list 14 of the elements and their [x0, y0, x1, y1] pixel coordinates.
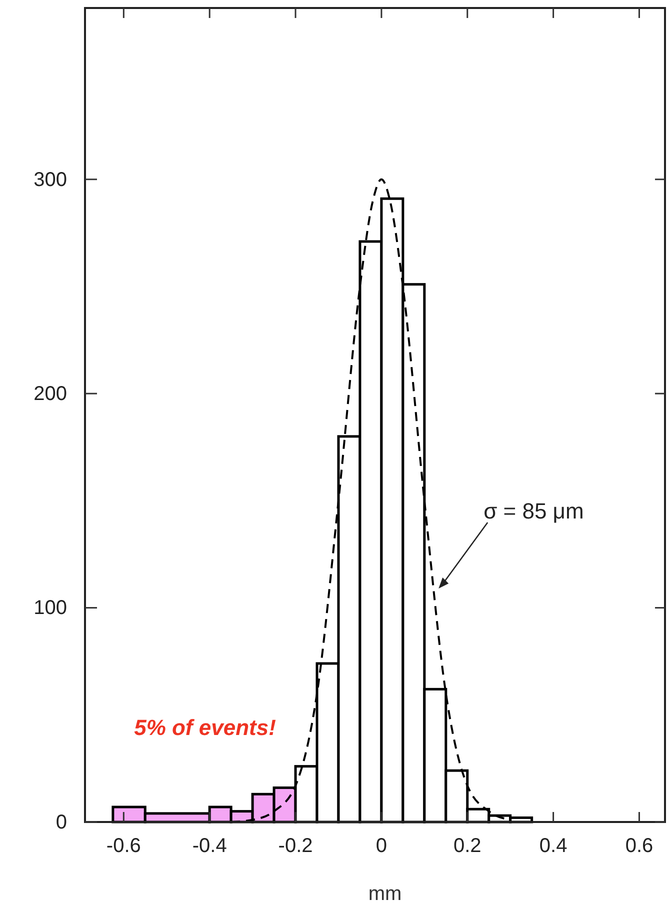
- x-axis-title: mm: [368, 883, 402, 905]
- annotation: σ = 85 μm: [484, 498, 584, 524]
- y-tick-label: 200: [34, 382, 67, 405]
- y-tick-label: 0: [56, 811, 67, 834]
- x-tick-label: -0.6: [106, 835, 141, 858]
- x-tick-label: 0.6: [625, 835, 654, 858]
- annotation: 5% of events!: [134, 715, 276, 740]
- x-tick-label: -0.2: [278, 835, 313, 858]
- x-tick-label: 0.4: [539, 835, 568, 858]
- y-tick-label: 100: [34, 597, 67, 620]
- x-tick-label: 0.2: [453, 835, 482, 858]
- x-tick-label: -0.4: [192, 835, 227, 858]
- x-tick-label: 0: [376, 835, 388, 858]
- y-tick-label: 300: [34, 168, 67, 191]
